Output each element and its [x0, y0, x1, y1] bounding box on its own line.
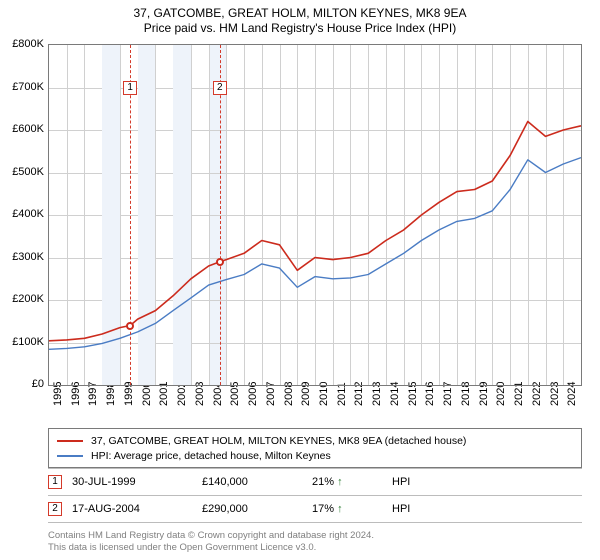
legend-label: 37, GATCOMBE, GREAT HOLM, MILTON KEYNES,… [91, 435, 466, 447]
title-line-2: Price paid vs. HM Land Registry's House … [0, 21, 600, 36]
event-marker-box: 2 [213, 81, 227, 95]
y-tick-label: £100K [2, 336, 44, 348]
y-tick-label: £200K [2, 293, 44, 305]
arrow-up-icon: ↑ [337, 503, 343, 515]
plot-area: 12 [48, 44, 582, 386]
legend-item: HPI: Average price, detached house, Milt… [57, 448, 573, 463]
event-row-date: 30-JUL-1999 [72, 476, 192, 488]
y-tick-label: £800K [2, 38, 44, 50]
event-row-vs: HPI [392, 503, 410, 515]
footer-attribution: Contains HM Land Registry data © Crown c… [48, 530, 582, 554]
event-row-price: £140,000 [202, 476, 302, 488]
event-vline [220, 45, 221, 385]
event-row: 2 17-AUG-2004 £290,000 17% ↑ HPI [48, 496, 582, 523]
arrow-up-icon: ↑ [337, 476, 343, 488]
legend-swatch [57, 455, 83, 457]
event-row-price: £290,000 [202, 503, 302, 515]
line-series-svg [49, 45, 581, 385]
event-vline [130, 45, 131, 385]
event-dot [216, 258, 224, 266]
chart-title: 37, GATCOMBE, GREAT HOLM, MILTON KEYNES,… [0, 0, 600, 36]
event-row-number: 1 [48, 475, 62, 489]
events-table: 1 30-JUL-1999 £140,000 21% ↑ HPI 2 17-AUG-2004… [48, 468, 582, 523]
event-marker-box: 1 [123, 81, 137, 95]
event-row: 1 30-JUL-1999 £140,000 21% ↑ HPI [48, 468, 582, 496]
chart-container: { "title": { "line1": "37, GATCOMBE, GRE… [0, 0, 600, 560]
y-tick-label: £400K [2, 208, 44, 220]
y-tick-label: £500K [2, 166, 44, 178]
legend: 37, GATCOMBE, GREAT HOLM, MILTON KEYNES,… [48, 428, 582, 468]
y-tick-label: £600K [2, 123, 44, 135]
title-line-1: 37, GATCOMBE, GREAT HOLM, MILTON KEYNES,… [0, 6, 600, 21]
event-row-delta: 17% ↑ [312, 503, 382, 515]
series-line [49, 122, 581, 341]
y-tick-label: £700K [2, 81, 44, 93]
y-tick-label: £0 [2, 378, 44, 390]
event-row-date: 17-AUG-2004 [72, 503, 192, 515]
event-row-number: 2 [48, 502, 62, 516]
footer-line-1: Contains HM Land Registry data © Crown c… [48, 530, 582, 542]
event-dot [126, 322, 134, 330]
event-row-vs: HPI [392, 476, 410, 488]
legend-item: 37, GATCOMBE, GREAT HOLM, MILTON KEYNES,… [57, 433, 573, 448]
event-row-delta: 21% ↑ [312, 476, 382, 488]
footer-line-2: This data is licensed under the Open Gov… [48, 542, 582, 554]
legend-label: HPI: Average price, detached house, Milt… [91, 450, 331, 462]
legend-swatch [57, 440, 83, 442]
y-tick-label: £300K [2, 251, 44, 263]
